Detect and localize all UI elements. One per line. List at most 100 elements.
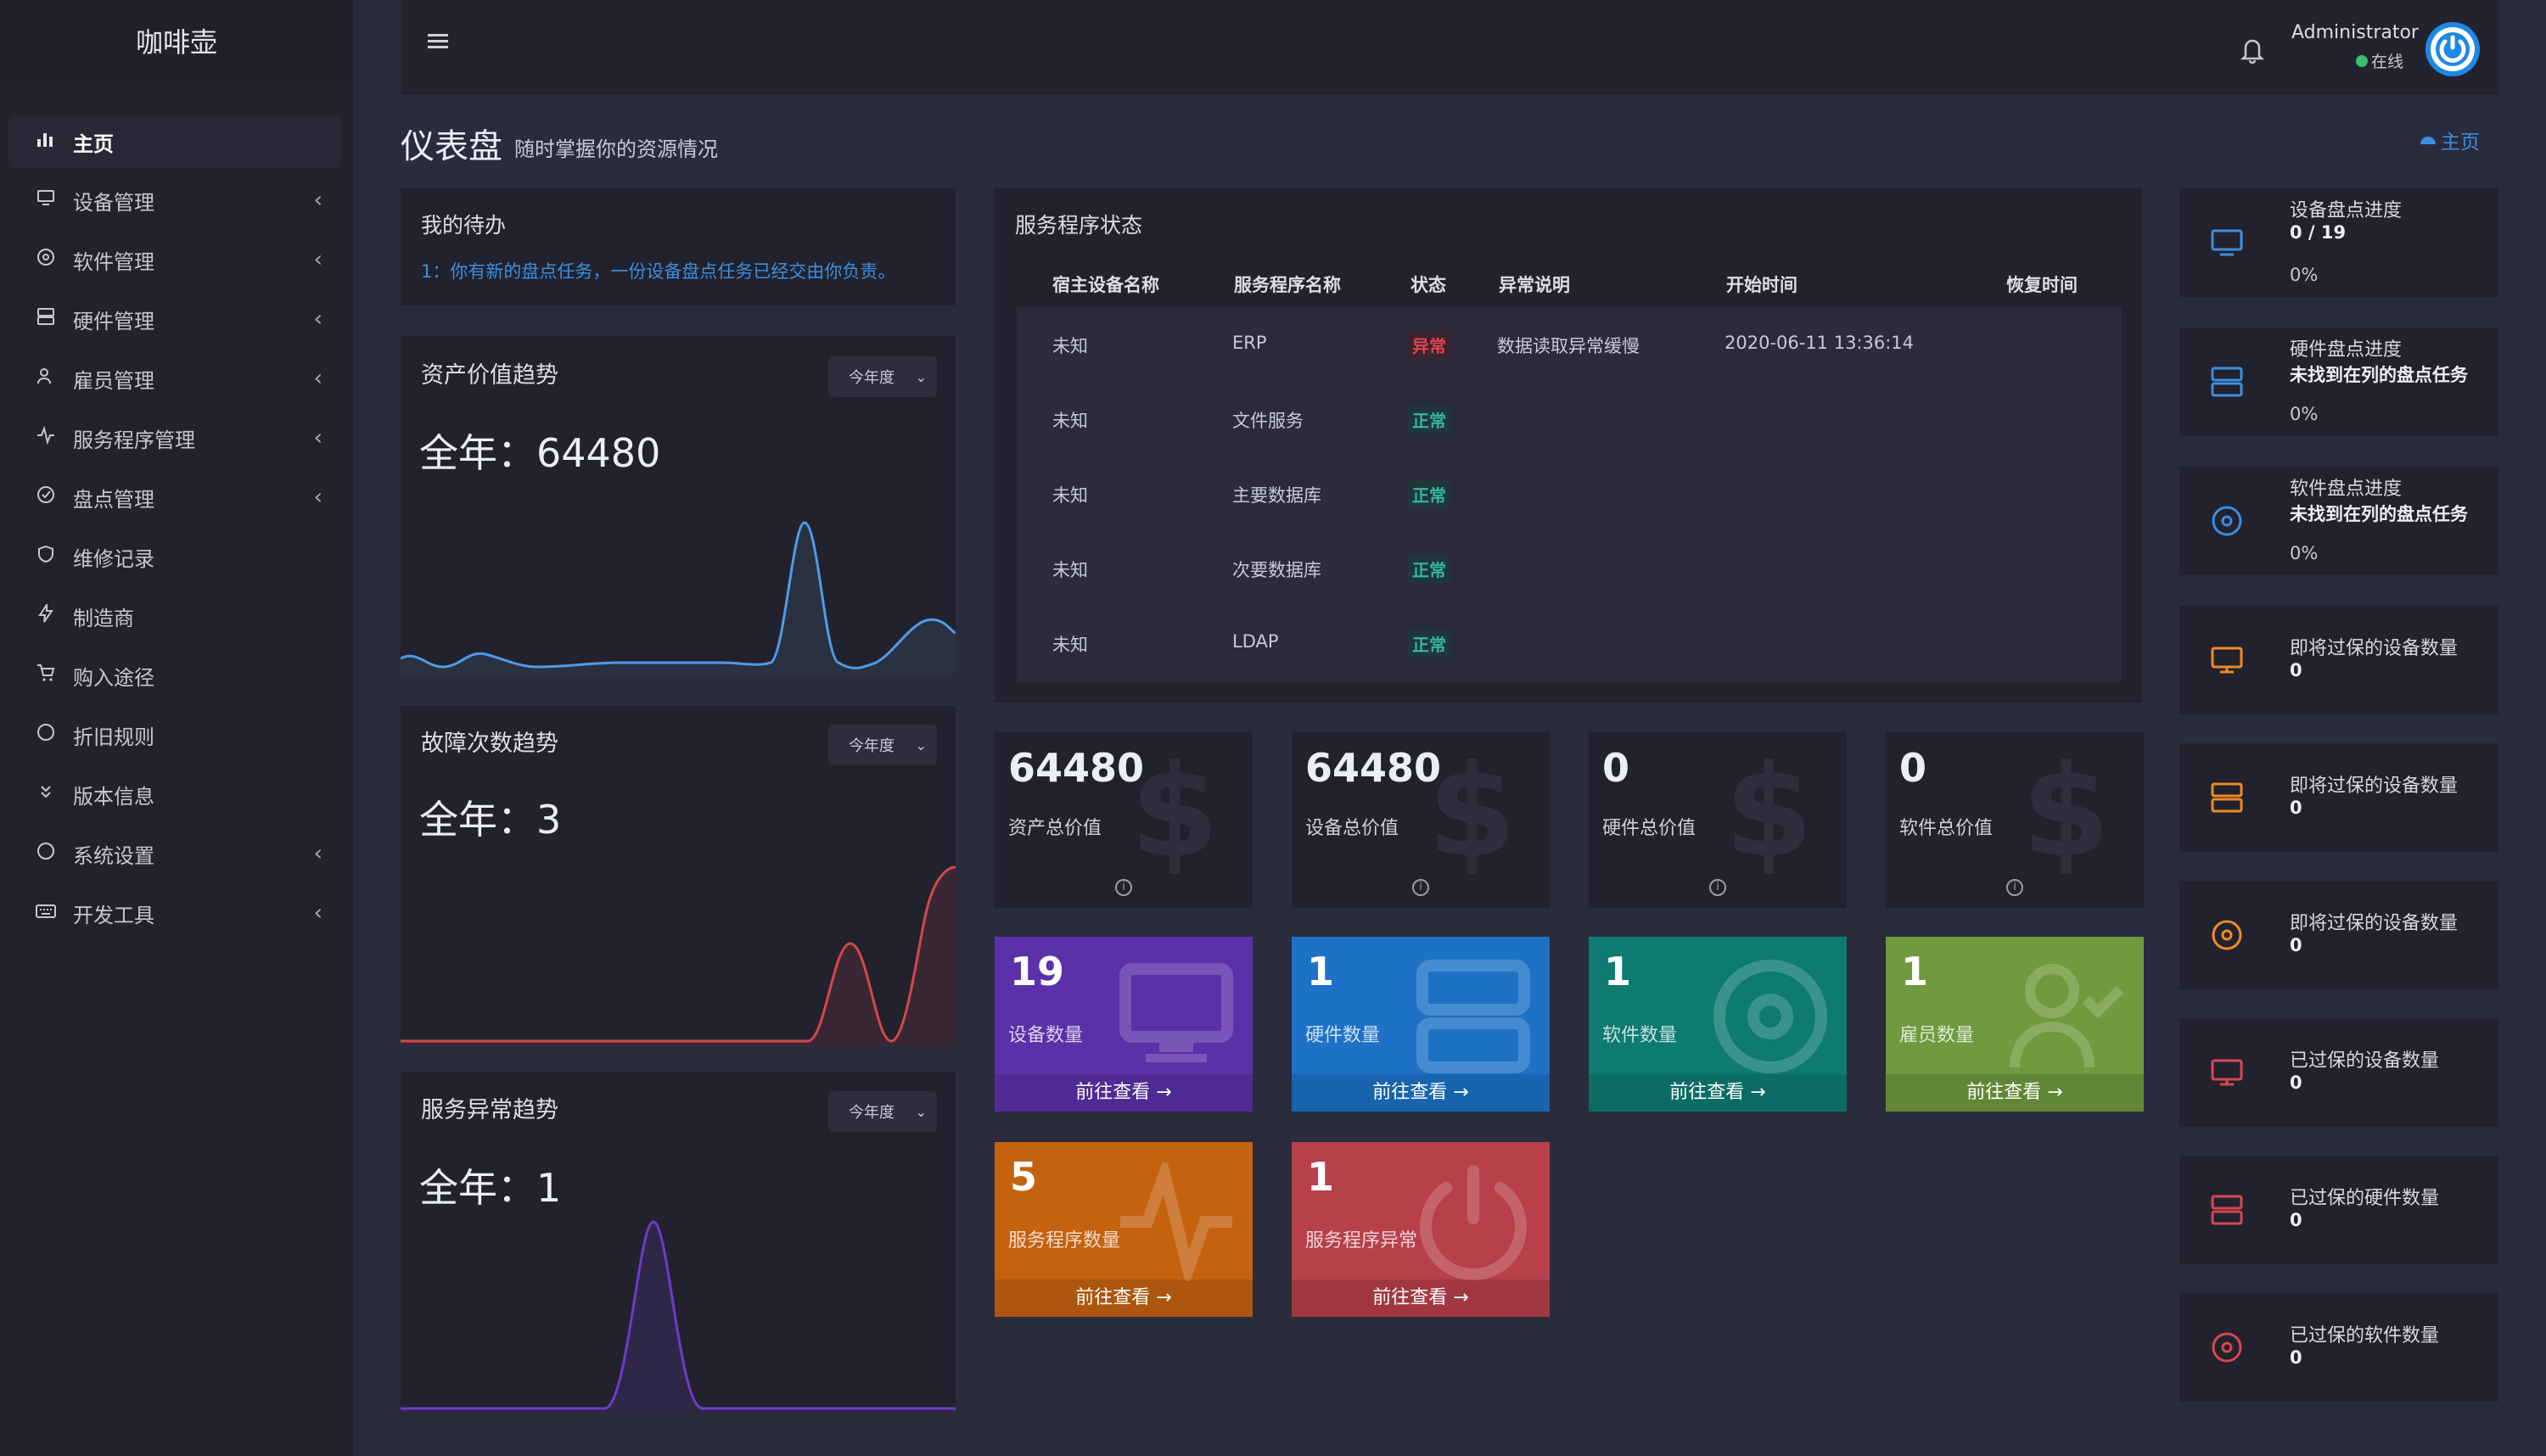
dollar-icon: $ — [1130, 738, 1220, 886]
page-subtitle: 随时掌握你的资源情况 — [514, 137, 718, 161]
bolt-icon — [32, 602, 59, 628]
count-tile-service-errors: 1 服务程序异常 前往查看 → — [1292, 1142, 1550, 1317]
table-header[interactable]: 恢复时间 — [2006, 275, 2078, 295]
view-more-link[interactable]: 前往查看 → — [1292, 1074, 1550, 1112]
chevron-left-icon: ‹ — [313, 366, 322, 391]
table-cell-name: 文件服务 — [1232, 411, 1304, 431]
table-header[interactable]: 宿主设备名称 — [1052, 275, 1159, 295]
sidebar-item-manufacturers[interactable]: 制造商 — [8, 590, 341, 642]
software-inventory-progress-card[interactable]: 软件盘点进度 未找到在列的盘点任务 0% — [2179, 467, 2498, 575]
year-filter-dropdown[interactable]: 今年度 ⌄ — [828, 725, 937, 765]
monitor-icon — [2211, 647, 2243, 674]
view-more-link[interactable]: 前往查看 → — [1589, 1074, 1847, 1112]
status-badge-ok: 正常 — [1407, 630, 1451, 658]
count-tile-devices: 19 设备数量 前往查看 → — [995, 937, 1253, 1112]
sidebar-item-devtools[interactable]: 开发工具 ‹ — [8, 887, 341, 939]
failure-trend-line — [401, 865, 956, 1043]
sidebar-item-version[interactable]: 版本信息 — [8, 768, 341, 820]
expired-software-card[interactable]: 已过保的软件数量 0 — [2179, 1293, 2498, 1402]
sidebar-item-purchase[interactable]: 购入途径 — [8, 649, 341, 702]
sidebar-item-label: 服务程序管理 — [73, 428, 195, 452]
table-header[interactable]: 状态 — [1410, 275, 1446, 295]
hardware-inventory-progress-card[interactable]: 硬件盘点进度 未找到在列的盘点任务 0% — [2179, 328, 2498, 436]
service-status-panel: 服务程序状态 宿主设备名称 服务程序名称 状态 异常说明 开始时间 恢复时间 未… — [995, 188, 2142, 703]
expiring-software-card[interactable]: 即将过保的设备数量 0 — [2179, 881, 2498, 989]
expired-devices-card[interactable]: 已过保的设备数量 0 — [2179, 1018, 2498, 1127]
status-badge-ok: 正常 — [1407, 406, 1451, 434]
check-circle-icon — [32, 485, 59, 509]
chevron-left-icon: ‹ — [313, 900, 322, 926]
status-badge-error: 异常 — [1407, 331, 1451, 359]
expiring-hardware-card[interactable]: 即将过保的设备数量 0 — [2179, 743, 2498, 852]
dollar-icon: $ — [2022, 738, 2111, 886]
dropdown-value: 今年度 — [849, 737, 894, 755]
menu-toggle-icon[interactable] — [426, 31, 450, 56]
card-title: 设备盘点进度 — [2290, 200, 2403, 221]
sidebar-item-label: 购入途径 — [73, 665, 154, 690]
tile-value: 19 — [1010, 949, 1065, 994]
sidebar-item-devices[interactable]: 设备管理 ‹ — [8, 174, 341, 227]
value-tile-software: 0 软件总价值 $ i — [1886, 731, 2144, 908]
value-tile-hardware: 0 硬件总价值 $ i — [1589, 731, 1847, 908]
view-more-link[interactable]: 前往查看 → — [1292, 1280, 1550, 1317]
card-title: 已过保的软件数量 — [2290, 1325, 2440, 1347]
card-title: 即将过保的设备数量 — [2290, 638, 2459, 659]
user-name[interactable]: Administrator — [2291, 22, 2419, 43]
card-value: 0 — [2290, 1347, 2302, 1368]
value-tile-devices: 64480 设备总价值 $ i — [1292, 731, 1550, 908]
table-cell-host: 未知 — [1052, 411, 1088, 431]
brand-logo[interactable]: 咖啡壶 — [0, 0, 353, 81]
tile-value: 1 — [1901, 949, 1929, 994]
sidebar-item-employees[interactable]: 雇员管理 ‹ — [8, 352, 341, 405]
breadcrumb-home[interactable]: 主页 — [2441, 132, 2480, 154]
todo-item-link[interactable]: 1：你有新的盘点任务，一份设备盘点任务已经交由你负责。 — [421, 261, 896, 282]
view-more-link[interactable]: 前往查看 → — [995, 1074, 1253, 1112]
sidebar-item-services[interactable]: 服务程序管理 ‹ — [8, 412, 341, 464]
year-filter-dropdown[interactable]: 今年度 ⌄ — [828, 356, 937, 397]
sidebar-item-hardware[interactable]: 硬件管理 ‹ — [8, 293, 341, 345]
trend-summary: 全年：3 — [419, 797, 562, 843]
card-value: 0 — [2290, 798, 2302, 818]
expiring-devices-card[interactable]: 即将过保的设备数量 0 — [2179, 606, 2498, 714]
info-icon[interactable]: i — [1115, 879, 1132, 896]
sidebar-item-home[interactable]: 主页 — [8, 115, 341, 168]
chevron-left-icon: ‹ — [313, 188, 322, 213]
device-inventory-progress-card[interactable]: 设备盘点进度 0 / 19 0% — [2179, 188, 2498, 297]
info-icon[interactable]: i — [1412, 879, 1429, 896]
sidebar-item-software[interactable]: 软件管理 ‹ — [8, 233, 341, 286]
table-header[interactable]: 服务程序名称 — [1234, 275, 1341, 295]
year-filter-dropdown[interactable]: 今年度 ⌄ — [828, 1091, 937, 1132]
expired-hardware-card[interactable]: 已过保的硬件数量 0 — [2179, 1156, 2498, 1264]
breadcrumb[interactable]: 主页 — [2419, 126, 2480, 154]
tile-value: 1 — [1307, 949, 1335, 994]
chevron-left-icon: ‹ — [313, 841, 322, 866]
sidebar-item-depreciation[interactable]: 折旧规则 — [8, 708, 341, 761]
view-more-link[interactable]: 前往查看 → — [995, 1280, 1253, 1317]
view-more-link[interactable]: 前往查看 → — [1886, 1074, 2144, 1112]
circle-icon — [32, 842, 59, 865]
avatar[interactable] — [2424, 20, 2482, 81]
info-icon[interactable]: i — [1709, 879, 1726, 896]
table-cell-host: 未知 — [1052, 560, 1088, 580]
dropdown-value: 今年度 — [849, 369, 894, 387]
sidebar-item-settings[interactable]: 系统设置 ‹ — [8, 827, 341, 880]
shield-icon — [32, 545, 59, 568]
sidebar-item-label: 系统设置 — [73, 843, 154, 868]
count-tile-software: 1 软件数量 前往查看 → — [1589, 937, 1847, 1112]
table-header[interactable]: 开始时间 — [1726, 275, 1797, 295]
chevron-left-icon: ‹ — [313, 425, 322, 451]
tile-label: 软件数量 — [1602, 1025, 1678, 1046]
status-text: 在线 — [2371, 53, 2404, 71]
sidebar-item-inventory[interactable]: 盘点管理 ‹ — [8, 471, 341, 524]
table-header[interactable]: 异常说明 — [1499, 275, 1570, 295]
card-title: 已过保的设备数量 — [2290, 1050, 2440, 1072]
failure-trend-chart — [401, 865, 956, 1045]
server-icon — [2211, 367, 2243, 397]
sidebar-item-repairs[interactable]: 维修记录 — [8, 530, 341, 583]
bell-icon[interactable] — [2237, 34, 2268, 68]
keyboard-icon — [32, 903, 59, 924]
tile-label: 服务程序数量 — [1008, 1230, 1121, 1252]
card-title: 即将过保的设备数量 — [2290, 776, 2459, 797]
info-icon[interactable]: i — [2006, 879, 2023, 896]
card-value: 0 — [2290, 1072, 2302, 1093]
